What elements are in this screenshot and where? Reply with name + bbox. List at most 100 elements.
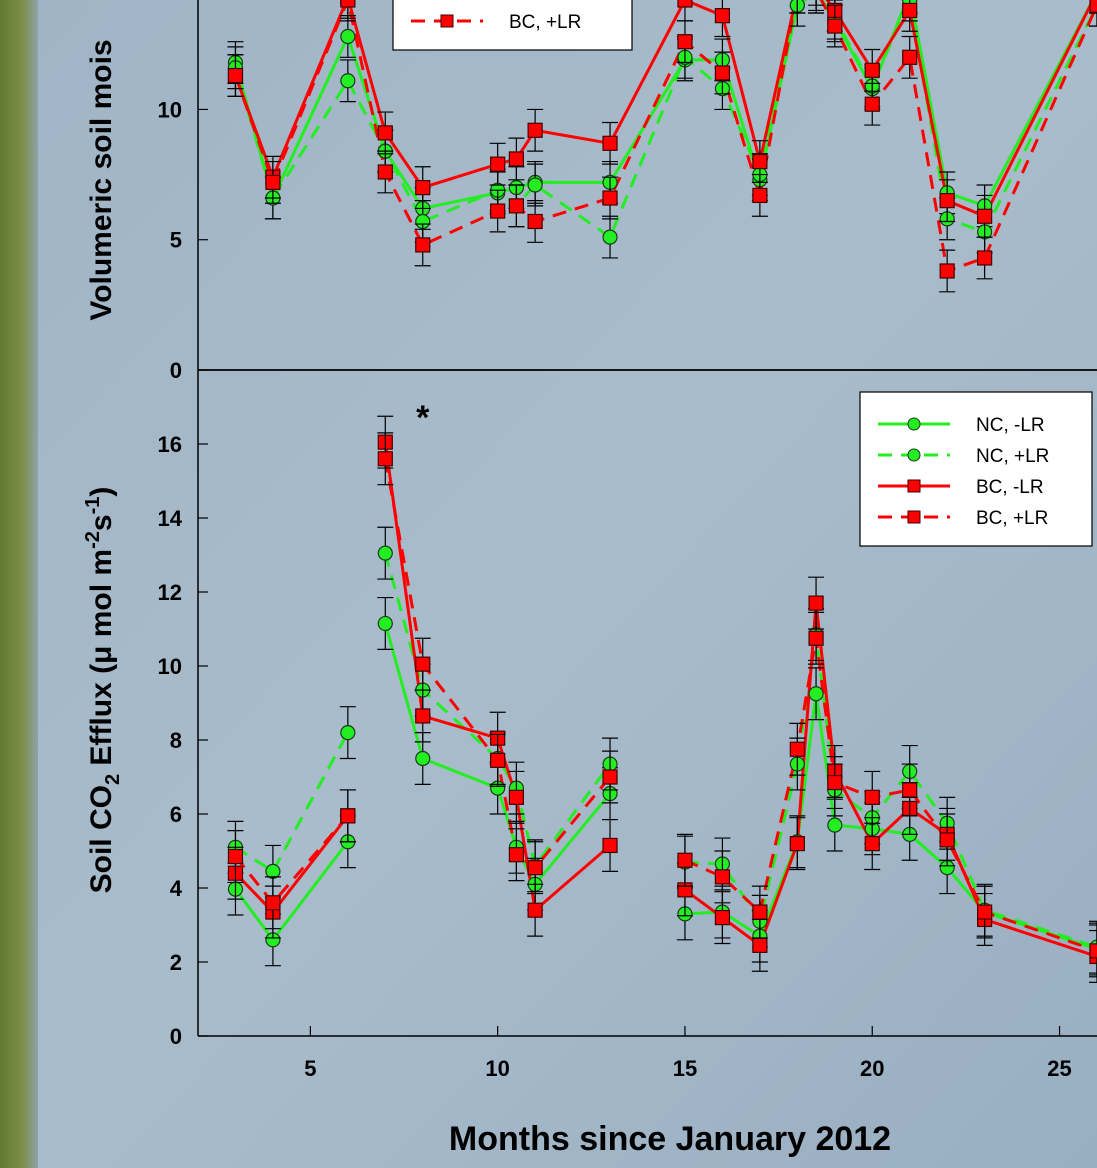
y-tick-label: 10 [158, 97, 182, 122]
error-bar [808, 0, 825, 12]
marker [340, 0, 356, 8]
marker [527, 122, 543, 138]
marker [415, 180, 431, 196]
marker [864, 96, 880, 112]
marker [714, 869, 731, 885]
y-tick-label: 0 [170, 1024, 182, 1049]
marker [677, 852, 693, 868]
x-tick-label: 25 [1047, 1056, 1071, 1081]
marker [789, 741, 805, 757]
marker [808, 630, 824, 646]
x-axis-label: Months since January 2012 [449, 1120, 891, 1158]
marker [939, 263, 955, 279]
marker [227, 67, 244, 84]
marker [1089, 943, 1097, 959]
legend-label: NC, -LR [976, 415, 1045, 436]
marker [377, 545, 393, 561]
y-axis-label-part: 2 [102, 774, 124, 785]
y-tick-label: 4 [170, 876, 183, 901]
marker [864, 62, 880, 78]
marker [377, 615, 393, 632]
marker [939, 832, 955, 848]
x-tick-label: 15 [673, 1056, 697, 1081]
legend-marker [907, 510, 921, 524]
legend-label: BC, -LR [509, 0, 577, 2]
marker [490, 156, 506, 172]
marker [808, 595, 824, 611]
annotation: * [416, 399, 430, 437]
marker [939, 193, 955, 209]
marker [602, 769, 618, 785]
legend-marker [907, 479, 921, 493]
marker [377, 451, 393, 467]
marker [714, 909, 731, 926]
legend-label: BC, +LR [976, 508, 1048, 529]
marker [490, 203, 506, 219]
marker [527, 177, 543, 193]
error-bar [1089, 924, 1097, 978]
marker [527, 860, 543, 876]
error-bar [1089, 0, 1097, 14]
marker [227, 848, 244, 865]
y-axis-label-part: mol m [85, 549, 118, 646]
marker [714, 8, 731, 24]
legend-box [859, 391, 1093, 547]
legend-label: NC, +LR [976, 446, 1049, 467]
y-tick-label: 12 [158, 580, 182, 605]
marker [752, 187, 768, 204]
error-bar [1089, 920, 1097, 974]
legend-box [392, 0, 633, 51]
marker [902, 782, 918, 798]
marker [827, 774, 843, 791]
legend-label: BC, +LR [509, 12, 581, 33]
marker [265, 895, 281, 911]
marker [527, 902, 543, 918]
y-axis-label: Volumeric soil mois [85, 39, 118, 320]
marker [789, 835, 805, 852]
marker [415, 237, 431, 253]
marker [677, 34, 693, 50]
marker [827, 18, 843, 34]
legend-label: BC, -LR [976, 477, 1044, 498]
marker [977, 904, 993, 920]
marker [902, 49, 918, 65]
marker [752, 153, 768, 170]
y-tick-label: 5 [170, 228, 182, 253]
side-strip [0, 0, 38, 1168]
y-axis-label-part: s [85, 514, 118, 531]
marker [1089, 0, 1097, 13]
marker [827, 817, 843, 833]
marker [265, 863, 281, 879]
marker [602, 190, 618, 206]
marker [977, 208, 993, 224]
marker [752, 937, 768, 953]
error-bar [1089, 929, 1097, 983]
marker [602, 837, 618, 854]
legend-marker [907, 448, 921, 462]
y-tick-label: 6 [170, 802, 182, 827]
marker [808, 686, 824, 702]
marker [677, 0, 693, 8]
marker [340, 28, 356, 45]
y-tick-label: 14 [158, 506, 183, 531]
y-tick-label: 0 [170, 358, 182, 383]
y-axis-label-part: μ [85, 646, 118, 664]
y-axis-label: Soil CO2 Efflux (μ mol m-2s-1) [82, 487, 124, 894]
error-bar [789, 0, 806, 14]
marker [864, 835, 880, 852]
y-axis-label-part: -2 [82, 531, 104, 549]
marker [602, 135, 618, 151]
marker [340, 73, 356, 89]
y-axis-label-part: -1 [82, 497, 104, 515]
marker [508, 789, 524, 805]
marker [508, 198, 524, 214]
marker [340, 808, 356, 824]
y-axis-label-part: Efflux ( [85, 664, 118, 774]
y-tick-label: 2 [170, 950, 182, 975]
marker [377, 125, 393, 141]
marker [752, 904, 768, 920]
marker [265, 174, 281, 190]
marker [340, 724, 356, 741]
marker [415, 708, 431, 724]
